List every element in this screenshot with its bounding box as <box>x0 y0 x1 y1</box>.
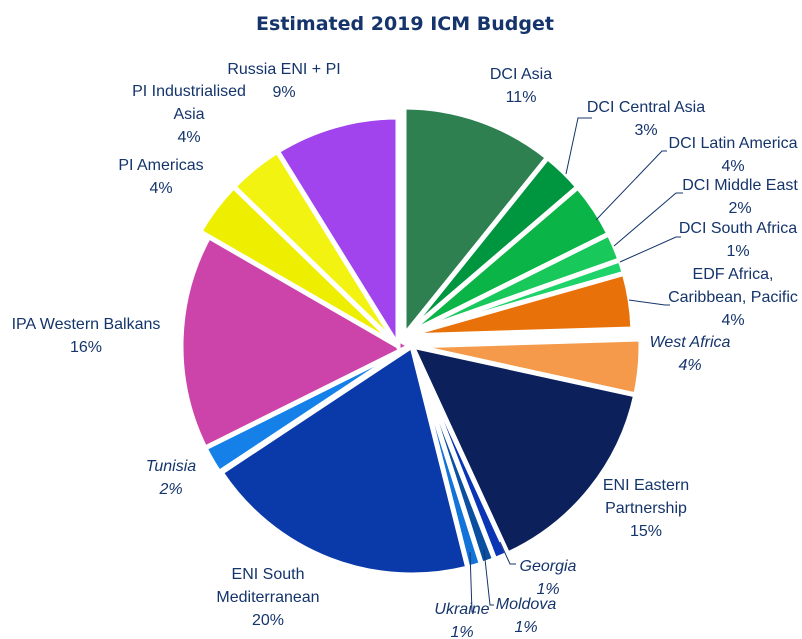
slice-label: West Africa 4% <box>650 334 731 374</box>
leader-line <box>565 117 592 175</box>
leader-line <box>628 299 670 306</box>
leader-line <box>619 236 681 263</box>
chart-title: Estimated 2019 ICM Budget <box>256 13 554 35</box>
slice-label: Ukraine 1% <box>434 601 489 639</box>
pie-slice-eni-south-mediterranean <box>217 341 471 578</box>
slice-label: ENI Eastern Partnership 15% <box>603 477 689 540</box>
slice-label: ENI South Mediterranean 20% <box>216 566 319 629</box>
slice-label: DCI Central Asia 3% <box>587 99 705 139</box>
slice-label: Moldova 1% <box>496 596 557 636</box>
leader-lines <box>469 117 683 613</box>
slice-label: DCI Middle East 2% <box>682 177 798 217</box>
leader-line <box>483 549 494 606</box>
leader-line <box>613 192 683 247</box>
leader-line <box>595 150 667 221</box>
slice-label: EDF Africa, Caribbean, Pacific 4% <box>668 266 798 329</box>
pie-slice-eni-eastern-partnership <box>407 342 639 558</box>
slice-label: DCI Asia 11% <box>490 66 552 106</box>
slice-label: DCI Latin America 4% <box>669 135 798 175</box>
pie-slice-ipa-western-balkans <box>178 228 416 452</box>
slice-label: PI Industrialised Asia 4% <box>132 83 246 146</box>
leader-line <box>499 541 516 565</box>
pie-slices <box>178 104 644 578</box>
slice-label: Russia ENI + PI 9% <box>227 61 340 101</box>
pie-slice-edf-africa-caribbean-pacific <box>403 270 636 339</box>
slice-label: Tunisia 2% <box>146 458 196 498</box>
slice-label: PI Americas 4% <box>118 157 203 197</box>
pie-slice-russia-eni-pi <box>274 114 401 355</box>
pie-slice-dci-asia <box>401 104 552 344</box>
slice-labels: DCI Asia 11% DCI Central Asia 3%DCI Latin A… <box>12 61 799 639</box>
slice-label: IPA Western Balkans 16% <box>12 316 161 356</box>
leader-line <box>469 551 476 613</box>
slice-label: DCI South Africa 1% <box>679 220 797 260</box>
slice-label: Georgia 1% <box>520 558 577 598</box>
